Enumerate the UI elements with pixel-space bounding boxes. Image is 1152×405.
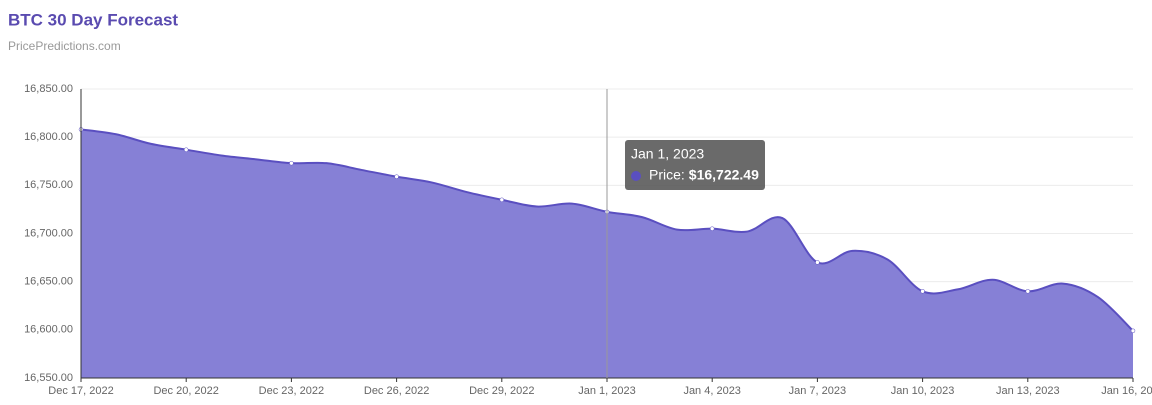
y-tick-label: 16,750.00 (24, 179, 73, 191)
y-tick-label: 16,700.00 (24, 227, 73, 239)
point (499, 197, 505, 203)
x-tick-label: Dec 23, 2022 (259, 385, 324, 397)
tooltip-swatch (631, 171, 641, 181)
x-tick-label: Jan 4, 2023 (683, 385, 741, 397)
chart-title: BTC 30 Day Forecast (8, 10, 178, 29)
point (1025, 289, 1031, 294)
x-tick-label: Dec 20, 2022 (153, 385, 218, 397)
tooltip-box (625, 140, 765, 190)
tooltip-label: Price: (649, 167, 685, 183)
x-tick-label: Dec 26, 2022 (364, 385, 429, 397)
tooltip-value: $16,722.49 (689, 167, 759, 183)
point (1130, 328, 1136, 334)
point (394, 174, 399, 179)
y-tick-label: 16,600.00 (24, 324, 73, 336)
y-tick-label: 16,550.00 (24, 372, 73, 384)
x-tick-label: Jan 10, 2023 (891, 385, 955, 397)
x-tick-label: Jan 16, 2023 (1101, 385, 1152, 397)
x-tick-label: Jan 1, 2023 (578, 385, 636, 397)
x-tick-label: Jan 7, 2023 (789, 385, 847, 397)
y-tick-label: 16,850.00 (24, 83, 73, 95)
point (709, 226, 715, 231)
chart-subtitle: PricePredictions.com (8, 39, 121, 53)
tooltip-title: Jan 1, 2023 (631, 146, 704, 162)
point (183, 147, 189, 152)
point (289, 160, 294, 166)
point (920, 289, 925, 294)
y-tick-label: 16,650.00 (24, 276, 73, 288)
y-tick-label: 16,800.00 (24, 131, 73, 143)
x-tick-label: Jan 13, 2023 (996, 385, 1060, 397)
point (815, 260, 820, 265)
x-tick-label: Dec 29, 2022 (469, 385, 534, 397)
x-tick-label: Dec 17, 2022 (48, 385, 113, 397)
